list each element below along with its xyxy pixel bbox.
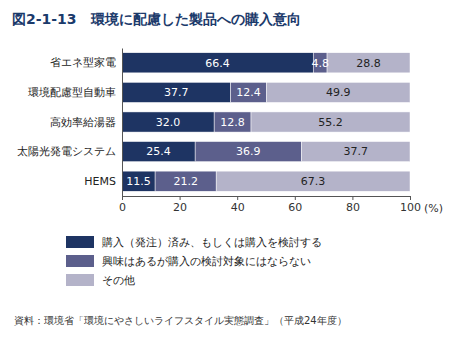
source-note: 資料：環境省「環境にやさしいライフスタイル実態調査」（平成24年度） — [14, 315, 347, 326]
data-label: 67.3 — [301, 175, 326, 188]
bar-segment — [214, 112, 251, 132]
bar-segment — [266, 82, 410, 102]
data-label: 55.2 — [318, 116, 343, 129]
y-tick-label: 省エネ型家電 — [50, 56, 116, 69]
bar-segment — [122, 53, 313, 73]
data-label: 28.8 — [356, 57, 381, 70]
x-tick-label: 80 — [346, 201, 360, 214]
x-tick: 40 — [231, 196, 245, 214]
data-label: 25.4 — [146, 145, 171, 158]
y-tick-label: HEMS — [84, 175, 116, 188]
data-label: 11.5 — [126, 175, 151, 188]
bar-segment — [122, 82, 231, 102]
bar-segment — [251, 112, 410, 132]
y-tick: HEMS — [84, 175, 122, 188]
y-tick: 高効率給湯器 — [50, 116, 122, 129]
x-tick: 80 — [346, 196, 360, 214]
legend-label: 購入（発注）済み、もしくは購入を検討する — [102, 236, 322, 249]
bars — [122, 53, 410, 192]
bar-segment — [301, 142, 410, 162]
data-label: 66.4 — [205, 57, 230, 70]
y-tick-label: 高効率給湯器 — [50, 116, 116, 129]
bar-segment — [155, 171, 216, 191]
bar-segment — [216, 171, 410, 191]
x-tick: 60 — [288, 196, 302, 214]
x-tick-mark — [410, 196, 411, 200]
x-tick-label: 100 — [400, 201, 421, 214]
legend-label: その他 — [102, 274, 135, 287]
x-tick: 0 — [119, 196, 126, 214]
data-label: 12.8 — [220, 116, 245, 129]
legend-swatch — [66, 236, 94, 248]
y-tick: 環境配慮型自動車 — [28, 86, 122, 99]
data-label: 37.7 — [164, 86, 189, 99]
x-tick-label: 20 — [173, 201, 187, 214]
data-label: 49.9 — [326, 86, 351, 99]
data-label: 32.0 — [156, 116, 181, 129]
data-label: 37.7 — [343, 145, 368, 158]
x-tick-label: 40 — [231, 201, 245, 214]
x-axis: 0 20 40 60 80 100 — [119, 196, 421, 214]
x-tick: 100 — [400, 196, 421, 214]
y-tick: 省エネ型家電 — [50, 56, 122, 69]
data-label: 36.9 — [236, 145, 261, 158]
x-tick-mark — [295, 196, 296, 200]
y-tick-label: 環境配慮型自動車 — [28, 86, 116, 99]
bar-segment — [195, 142, 301, 162]
data-labels: 66.4 37.7 32.0 25.4 11.5 4.8 12.4 12.8 36.9 21.2 2… — [126, 57, 380, 188]
bar-segment — [327, 53, 410, 73]
x-tick-label: 60 — [288, 201, 302, 214]
x-tick: 20 — [173, 196, 187, 214]
legend-swatch — [66, 255, 94, 267]
y-tick-label: 太陽光発電システム — [17, 145, 116, 158]
chart: 図2-1-13 環境に配慮した製品への購入意向 66.4 37.7 32.0 25.4 1… — [0, 0, 467, 340]
legend-label: 興味はあるが購入の検討対象にはならない — [102, 255, 311, 268]
x-axis-title: (%) — [424, 202, 443, 215]
y-axis-line — [122, 49, 123, 197]
x-axis-line — [123, 197, 411, 201]
legend-swatch — [66, 274, 94, 286]
x-tick-mark — [237, 196, 238, 200]
bar-segment — [122, 142, 195, 162]
x-tick-mark — [352, 196, 353, 200]
title: 図2-1-13 環境に配慮した製品への購入意向 — [12, 11, 301, 27]
x-tick-label: 0 — [119, 201, 126, 214]
x-tick-mark — [122, 196, 123, 200]
legend: 購入（発注）済み、もしくは購入を検討する興味はあるが購入の検討対象にはならないそ… — [66, 236, 322, 287]
y-axis: 省エネ型家電環境配慮型自動車高効率給湯器太陽光発電システム HEMS — [17, 49, 123, 197]
data-label: 21.2 — [173, 175, 198, 188]
y-tick: 太陽光発電システム — [17, 145, 122, 158]
x-tick-mark — [180, 196, 181, 200]
bar-segment — [122, 112, 214, 132]
bar-segment — [231, 82, 267, 102]
data-label: 12.4 — [236, 86, 261, 99]
data-label: 4.8 — [311, 57, 329, 70]
bar-segment — [122, 171, 155, 191]
